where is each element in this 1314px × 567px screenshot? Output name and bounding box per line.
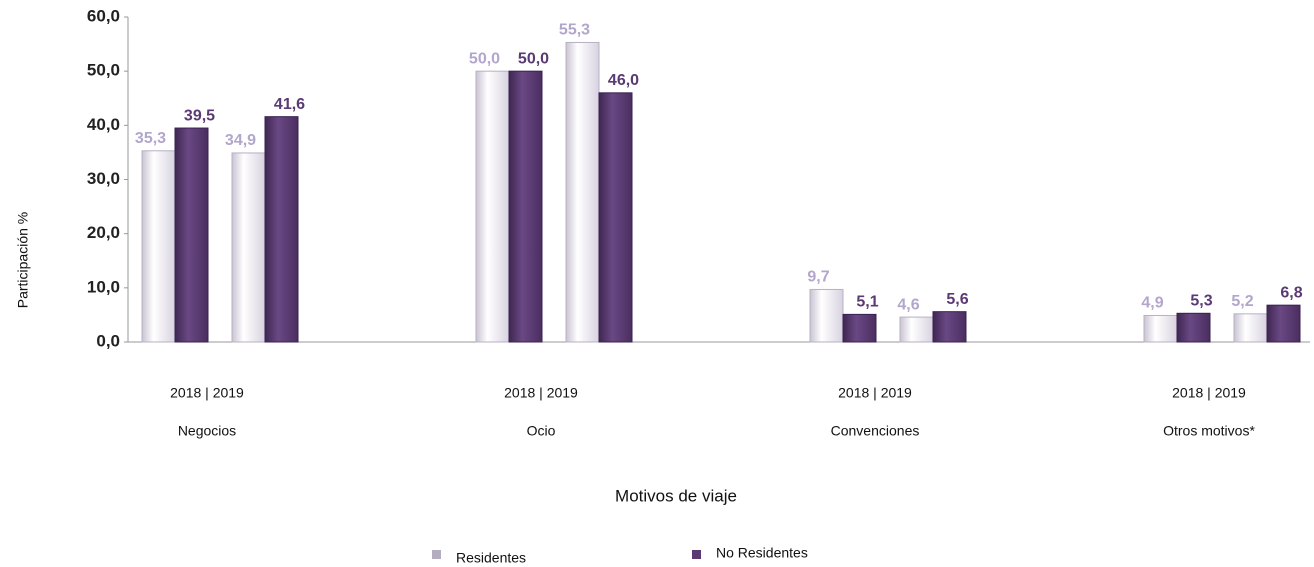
legend-label: No Residentes [716, 545, 808, 561]
value-label: 50,0 [518, 50, 549, 67]
value-label: 41,6 [274, 96, 305, 113]
legend-label: Residentes [456, 550, 526, 566]
x-axis-title: Motivos de viaje [615, 486, 737, 505]
bar [809, 288, 844, 343]
bar [598, 92, 633, 343]
value-label: 5,3 [1190, 293, 1212, 310]
bar [264, 116, 299, 343]
value-label: 34,9 [225, 132, 256, 149]
value-label: 39,5 [184, 107, 215, 124]
group-label: Convenciones [831, 423, 920, 439]
value-label: 35,3 [135, 130, 166, 147]
value-label: 6,8 [1280, 284, 1302, 301]
bar [1266, 304, 1301, 343]
group-tick-label: 2018 | 2019 [838, 385, 912, 401]
value-label: 9,7 [807, 269, 829, 286]
bar [231, 152, 266, 343]
value-label: 5,2 [1231, 293, 1253, 310]
group-tick-label: 2018 | 2019 [170, 385, 244, 401]
legend-swatch [432, 550, 441, 559]
y-tick-label: 40,0 [87, 115, 120, 134]
group-label: Ocio [527, 423, 556, 439]
bar [1176, 312, 1211, 343]
bar [899, 316, 934, 343]
y-tick-label: 50,0 [87, 61, 120, 80]
y-tick-label: 30,0 [87, 169, 120, 188]
legend-swatch [692, 550, 701, 559]
bar [842, 313, 877, 343]
group-tick-label: 2018 | 2019 [504, 385, 578, 401]
value-label: 55,3 [559, 22, 590, 39]
y-tick-label: 60,0 [87, 6, 120, 25]
value-label: 5,1 [856, 294, 878, 311]
bar [174, 127, 209, 343]
value-label: 5,6 [946, 291, 968, 308]
bar [565, 41, 600, 343]
value-label: 4,6 [897, 296, 919, 313]
y-tick-label: 10,0 [87, 277, 120, 296]
value-label: 46,0 [608, 72, 639, 89]
value-label: 50,0 [469, 50, 500, 67]
group-tick-label: 2018 | 2019 [1172, 385, 1246, 401]
bar [508, 70, 543, 343]
y-tick-label: 20,0 [87, 223, 120, 242]
bar [475, 70, 510, 343]
bar [1233, 313, 1268, 343]
group-label: Otros motivos* [1163, 423, 1255, 439]
y-tick-label: 0,0 [96, 331, 120, 350]
value-label: 4,9 [1141, 295, 1163, 312]
group-label: Negocios [178, 423, 236, 439]
y-axis-title: Participación % [15, 212, 31, 309]
bar [1143, 314, 1178, 343]
bar [141, 150, 176, 343]
bar [932, 311, 967, 343]
